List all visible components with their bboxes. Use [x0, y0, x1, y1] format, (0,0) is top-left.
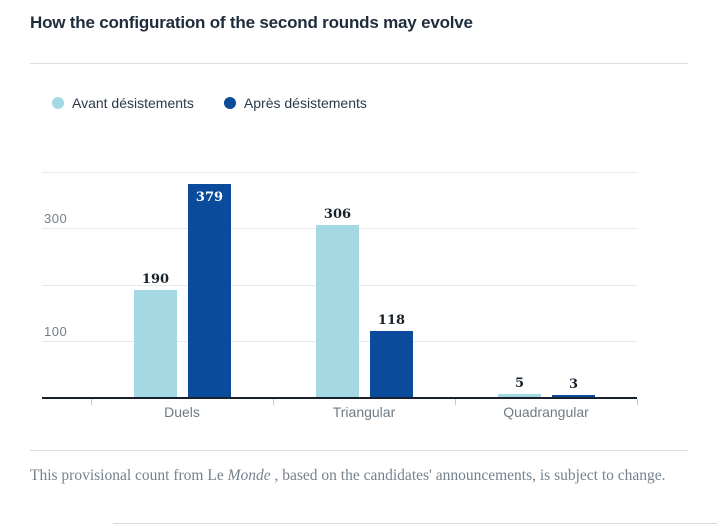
bar-Après désistements-Triangular — [370, 331, 413, 397]
divider-under-title — [30, 63, 688, 64]
bar-Avant désistements-Duels — [134, 290, 177, 397]
footer-note: This provisional count from Le Monde , b… — [30, 463, 678, 489]
legend-swatch-apres-icon — [223, 97, 236, 109]
legend-swatch-avant-icon — [52, 97, 64, 109]
divider-bottom — [113, 523, 717, 524]
bar-Avant désistements-Quadrangular — [498, 394, 541, 397]
chart-title: How the configuration of the second roun… — [30, 13, 473, 32]
bar-Avant désistements-Triangular — [316, 225, 359, 397]
legend-label-apres: Après désistements — [243, 95, 367, 111]
divider-above-footer — [30, 450, 688, 451]
bar-value-Avant désistements-Triangular: 306 — [323, 207, 352, 222]
x-axis-tick — [637, 399, 638, 405]
bar-Après désistements-Duels — [188, 184, 231, 397]
x-axis-category-Triangular: Triangular — [332, 404, 396, 420]
bar-value-Avant désistements-Duels: 190 — [141, 272, 170, 287]
bar-value-Après désistements-Quadrangular: 3 — [568, 377, 579, 392]
y-axis-label-300: 300 — [44, 211, 68, 226]
legend-item-apres: Après désistements — [223, 95, 367, 111]
footer-note-suffix: , based on the candidates' announcements… — [270, 467, 666, 484]
bar-Après désistements-Quadrangular — [552, 395, 595, 397]
legend-item-avant: Avant désistements — [52, 95, 194, 111]
x-axis-category-Duels: Duels — [164, 404, 200, 420]
x-axis-line — [42, 397, 637, 399]
x-axis-category-Quadrangular: Quadrangular — [503, 404, 589, 420]
legend-label-avant: Avant désistements — [72, 95, 194, 111]
footer-note-source: Monde — [227, 467, 271, 484]
footer-note-prefix: This provisional count from Le — [30, 467, 228, 484]
chart-legend: Avant désistements Après désistements — [52, 95, 367, 111]
gridline-400 — [42, 172, 637, 173]
x-axis-tick — [91, 399, 92, 405]
bar-value-Après désistements-Duels: 379 — [195, 190, 224, 205]
x-axis-tick — [455, 399, 456, 405]
bar-value-Avant désistements-Quadrangular: 5 — [514, 376, 525, 391]
x-axis-tick — [273, 399, 274, 405]
y-axis-label-100: 100 — [44, 324, 68, 339]
bar-value-Après désistements-Triangular: 118 — [377, 313, 406, 328]
